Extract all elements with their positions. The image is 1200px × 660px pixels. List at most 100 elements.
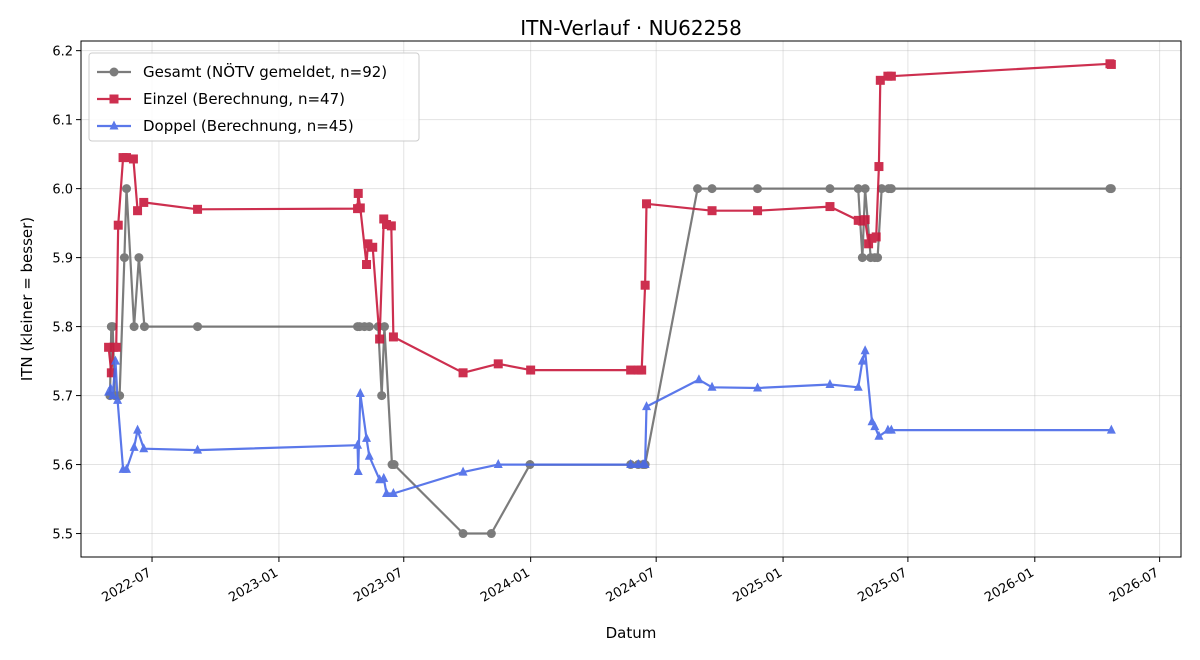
data-point <box>362 260 372 270</box>
legend-label: Doppel (Berechnung, n=45) <box>143 117 354 135</box>
data-point <box>111 342 121 352</box>
data-point <box>122 153 132 163</box>
data-point <box>877 184 887 194</box>
data-point <box>139 197 149 207</box>
data-point <box>128 154 138 164</box>
data-point <box>486 529 496 539</box>
data-point <box>129 441 139 451</box>
data-point <box>368 242 378 252</box>
x-axis-label: Datum <box>606 624 657 642</box>
plot-frame <box>80 40 1182 558</box>
data-point <box>386 221 396 231</box>
data-point <box>104 342 114 352</box>
y-tick-label: 5.9 <box>52 252 73 267</box>
legend-item <box>97 67 131 77</box>
data-point <box>1106 59 1116 69</box>
data-point <box>825 184 835 194</box>
data-point <box>873 253 883 263</box>
data-point <box>388 332 398 342</box>
legend-marker <box>109 120 119 130</box>
data-point <box>388 488 398 498</box>
y-tick-label: 5.5 <box>52 528 73 543</box>
y-tick-label: 6.1 <box>52 114 73 129</box>
data-point <box>860 345 870 355</box>
data-point <box>642 401 652 411</box>
y-tick-label: 5.6 <box>52 459 73 474</box>
data-point <box>133 424 143 434</box>
legend-item <box>97 120 131 130</box>
data-point <box>363 239 373 249</box>
data-point <box>640 280 650 290</box>
data-point <box>875 75 885 85</box>
data-point <box>874 430 884 440</box>
data-point <box>353 188 363 198</box>
y-tick-label: 6.2 <box>52 45 73 60</box>
data-point <box>707 184 717 194</box>
series-2 <box>104 59 1116 378</box>
data-point <box>857 355 867 365</box>
data-point <box>886 424 896 434</box>
series-1 <box>105 184 1116 539</box>
data-point <box>637 365 647 375</box>
legend-marker <box>109 94 119 104</box>
data-point <box>526 365 536 375</box>
data-point <box>389 460 399 470</box>
data-point <box>364 450 374 460</box>
data-point <box>1106 184 1116 194</box>
data-point <box>139 443 149 453</box>
data-point <box>493 359 503 369</box>
data-point <box>493 459 503 469</box>
y-tick-label: 6.0 <box>52 183 73 198</box>
data-point <box>122 184 132 194</box>
data-point <box>857 253 867 263</box>
y-axis-label: ITN (kleiner = besser) <box>18 217 36 381</box>
data-point <box>458 529 468 539</box>
data-point <box>364 322 374 332</box>
data-point <box>362 432 372 442</box>
data-point <box>870 421 880 431</box>
legend-label: Einzel (Berechnung, n=47) <box>143 90 345 108</box>
data-point <box>193 204 203 214</box>
data-point <box>113 394 123 404</box>
data-point <box>106 383 116 393</box>
data-point <box>122 463 132 473</box>
data-point <box>707 206 717 216</box>
data-point <box>193 322 203 332</box>
legend: Gesamt (NÖTV gemeldet, n=92) Einzel (Bere… <box>88 52 420 142</box>
chart-title: ITN-Verlauf · NU62258 <box>520 16 742 40</box>
data-point <box>379 322 389 332</box>
data-point <box>355 388 365 398</box>
data-point <box>694 374 704 384</box>
data-point <box>825 202 835 212</box>
data-point <box>642 199 652 209</box>
data-point <box>707 381 717 391</box>
data-point <box>825 379 835 389</box>
data-point <box>193 444 203 454</box>
data-point <box>458 368 468 378</box>
data-point <box>133 206 143 216</box>
data-point <box>753 382 763 392</box>
data-point <box>353 465 363 475</box>
data-point <box>379 472 389 482</box>
data-point <box>108 390 118 400</box>
series-3 <box>104 345 1116 498</box>
data-point <box>113 220 123 230</box>
data-point <box>886 71 896 81</box>
legend-label: Gesamt (NÖTV gemeldet, n=92) <box>143 62 387 81</box>
data-point <box>353 439 363 449</box>
data-point <box>853 184 863 194</box>
data-point <box>626 459 636 469</box>
y-tick-label: 5.7 <box>52 390 73 405</box>
data-point <box>382 488 392 498</box>
data-point <box>134 253 144 263</box>
data-point <box>864 239 874 249</box>
data-point <box>640 459 650 469</box>
series-layer <box>104 59 1116 539</box>
data-point <box>377 391 387 401</box>
data-point <box>874 162 884 172</box>
series-line <box>107 349 1112 495</box>
data-point <box>753 206 763 216</box>
data-point <box>1106 424 1116 434</box>
legend-item <box>97 94 131 104</box>
data-point <box>119 253 129 263</box>
